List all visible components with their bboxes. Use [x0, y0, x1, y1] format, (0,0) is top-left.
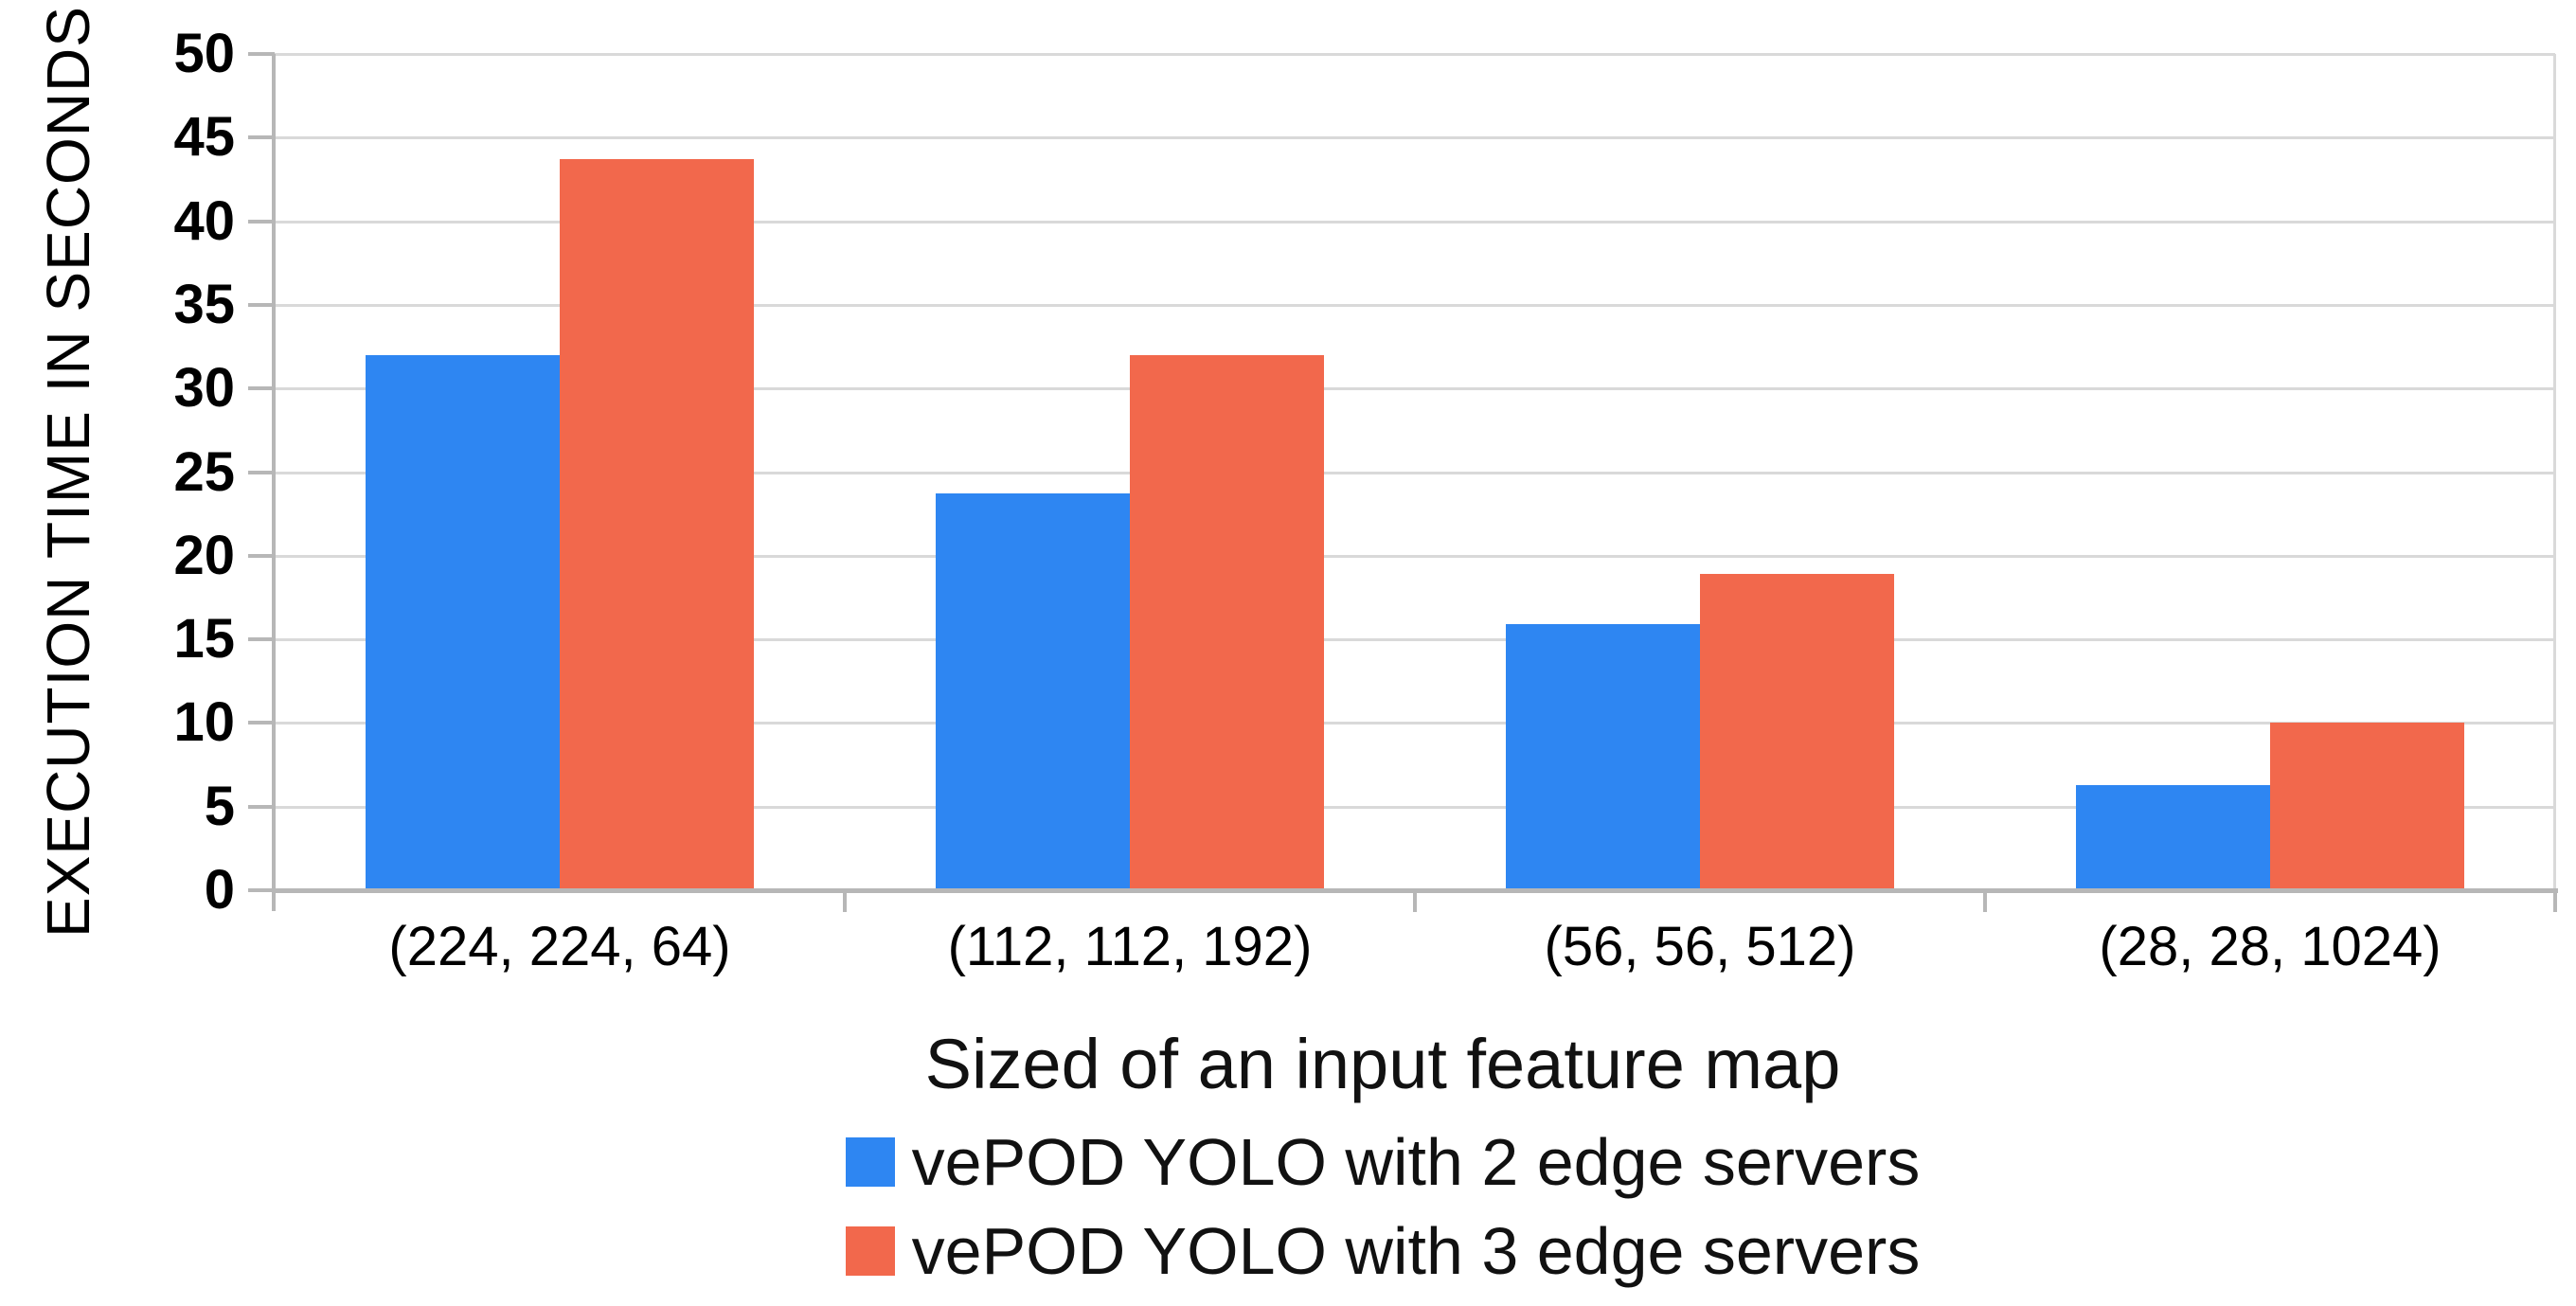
x-axis-line: [272, 888, 2558, 893]
gridline: [275, 136, 2555, 140]
x-category-label: (224, 224, 64): [388, 916, 731, 977]
gridline: [275, 722, 2555, 725]
gridline: [275, 638, 2555, 642]
legend-swatch-series2: [845, 1226, 895, 1276]
y-axis-tick: [248, 302, 275, 307]
y-tick-label: 10: [173, 691, 235, 754]
x-axis-tick: [2553, 891, 2557, 912]
bottom-block: Sized of an input feature map vePOD YOLO…: [275, 1025, 2491, 1296]
legend-item: vePOD YOLO with 2 edge servers: [275, 1118, 2491, 1207]
bar-series1-cat0: [366, 354, 560, 890]
y-tick-label: 50: [173, 23, 235, 84]
y-tick-label: 5: [204, 775, 235, 837]
x-category-label: (28, 28, 1024): [2099, 916, 2442, 977]
legend: vePOD YOLO with 2 edge servers vePOD YOL…: [275, 1118, 2491, 1296]
gridline: [275, 471, 2555, 474]
gridline: [275, 303, 2555, 307]
bar-series1-cat3: [2076, 784, 2270, 890]
y-axis-tick: [248, 721, 275, 725]
legend-label-series2: vePOD YOLO with 3 edge servers: [911, 1214, 1921, 1288]
x-category-label: (112, 112, 192): [947, 916, 1313, 977]
legend-swatch-series1: [845, 1137, 895, 1187]
bar-series2-cat3: [2270, 723, 2464, 890]
y-tick-label: 35: [173, 273, 235, 335]
y-axis-tick: [248, 888, 275, 892]
bar-series1-cat2: [1506, 624, 1700, 890]
bar-series2-cat1: [1130, 354, 1324, 890]
y-tick-label: 20: [173, 524, 235, 586]
y-axis-tick: [248, 470, 275, 474]
x-axis-tick: [843, 891, 847, 912]
gridline: [275, 53, 2555, 56]
gridline: [275, 387, 2555, 391]
y-tick-label: 25: [173, 440, 235, 503]
y-axis-tick: [248, 804, 275, 809]
gridline: [275, 220, 2555, 224]
gridline: [275, 805, 2555, 809]
y-axis-tick: [248, 135, 275, 140]
y-axis-tick: [248, 637, 275, 642]
gridline: [275, 554, 2555, 558]
bar-series2-cat0: [560, 159, 754, 890]
bar-series2-cat2: [1700, 574, 1894, 890]
x-axis-tick: [1413, 891, 1417, 912]
y-axis-tick: [248, 52, 275, 56]
y-axis-tick: [248, 219, 275, 224]
y-tick-label: 40: [173, 189, 235, 252]
y-tick-label: 0: [204, 859, 235, 921]
y-axis-tick: [248, 553, 275, 558]
y-axis-line: [272, 54, 276, 911]
x-category-label: (56, 56, 512): [1544, 916, 1856, 977]
y-tick-label: 30: [173, 357, 235, 420]
legend-label-series1: vePOD YOLO with 2 edge servers: [911, 1125, 1921, 1199]
y-tick-label: 15: [173, 608, 235, 671]
x-axis-tick: [1983, 891, 1987, 912]
y-axis-tick: [248, 386, 275, 391]
plot-area: [275, 53, 2556, 890]
bar-series1-cat1: [936, 493, 1130, 890]
y-tick-label: 45: [173, 106, 235, 169]
legend-item: vePOD YOLO with 3 edge servers: [275, 1207, 2491, 1296]
x-axis-title: Sized of an input feature map: [924, 1025, 1841, 1103]
